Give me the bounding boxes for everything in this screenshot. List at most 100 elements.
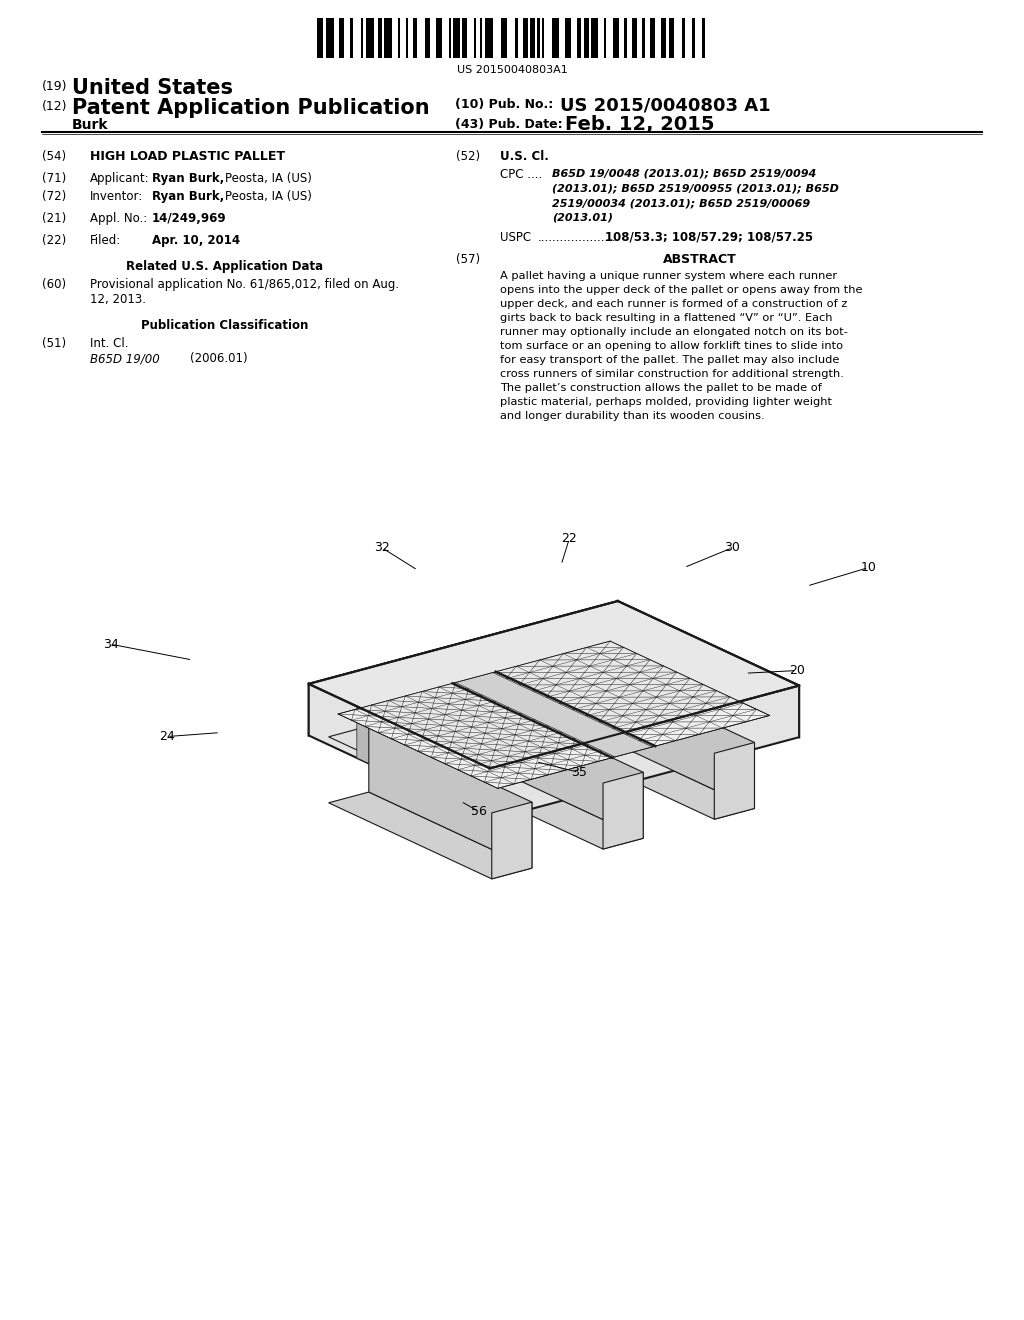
Text: HIGH LOAD PLASTIC PALLET: HIGH LOAD PLASTIC PALLET xyxy=(90,150,285,162)
Bar xyxy=(669,18,674,58)
Bar xyxy=(682,18,685,58)
Bar xyxy=(515,18,518,58)
Text: (54): (54) xyxy=(42,150,67,162)
Bar xyxy=(523,18,528,58)
Text: U.S. Cl.: U.S. Cl. xyxy=(500,150,549,162)
Bar xyxy=(650,18,655,58)
Text: Inventor:: Inventor: xyxy=(90,190,143,203)
Polygon shape xyxy=(492,803,531,879)
Bar xyxy=(350,18,353,58)
Text: USPC: USPC xyxy=(500,231,531,244)
Polygon shape xyxy=(338,642,770,788)
Text: 30: 30 xyxy=(724,541,740,554)
Polygon shape xyxy=(369,726,531,869)
Text: CPC ....: CPC .... xyxy=(500,168,543,181)
Text: (2013.01); B65D 2519/00955 (2013.01); B65D: (2013.01); B65D 2519/00955 (2013.01); B6… xyxy=(552,183,839,193)
Polygon shape xyxy=(309,684,490,820)
Text: cross runners of similar construction for additional strength.: cross runners of similar construction fo… xyxy=(500,370,844,379)
Text: and longer durability than its wooden cousins.: and longer durability than its wooden co… xyxy=(500,411,765,421)
Text: 34: 34 xyxy=(102,638,119,651)
Bar xyxy=(462,18,467,58)
Text: 10: 10 xyxy=(860,561,877,574)
Bar xyxy=(398,18,400,58)
Text: 56: 56 xyxy=(471,805,487,818)
Bar xyxy=(537,18,540,58)
Text: 14/249,969: 14/249,969 xyxy=(152,213,226,224)
Polygon shape xyxy=(329,726,531,813)
Bar xyxy=(530,18,535,58)
Text: ABSTRACT: ABSTRACT xyxy=(664,253,737,267)
Text: (22): (22) xyxy=(42,234,67,247)
Bar xyxy=(436,18,442,58)
Bar xyxy=(501,18,507,58)
Text: runner may optionally include an elongated notch on its bot-: runner may optionally include an elongat… xyxy=(500,327,848,337)
Bar xyxy=(542,18,544,58)
Bar xyxy=(413,18,417,58)
Polygon shape xyxy=(440,696,643,783)
Bar xyxy=(642,18,645,58)
Text: Related U.S. Application Data: Related U.S. Application Data xyxy=(126,260,324,273)
Bar xyxy=(552,18,559,58)
Polygon shape xyxy=(309,601,617,735)
Text: The pallet’s construction allows the pallet to be made of: The pallet’s construction allows the pal… xyxy=(500,383,822,393)
Text: 108/53.3; 108/57.29; 108/57.25: 108/53.3; 108/57.29; 108/57.25 xyxy=(605,231,813,244)
Text: for easy transport of the pallet. The pallet may also include: for easy transport of the pallet. The pa… xyxy=(500,355,840,366)
Bar xyxy=(565,18,571,58)
Text: 24: 24 xyxy=(159,730,175,743)
Polygon shape xyxy=(551,667,755,754)
Bar xyxy=(384,18,392,58)
Text: Int. Cl.: Int. Cl. xyxy=(90,337,128,350)
Text: Ryan Burk,: Ryan Burk, xyxy=(152,190,224,203)
Text: 35: 35 xyxy=(570,766,587,779)
Bar xyxy=(485,18,493,58)
Bar xyxy=(425,18,430,58)
Text: (71): (71) xyxy=(42,172,67,185)
Polygon shape xyxy=(480,696,643,838)
Bar xyxy=(577,18,581,58)
Text: A pallet having a unique runner system where each runner: A pallet having a unique runner system w… xyxy=(500,271,838,281)
Bar xyxy=(632,18,637,58)
Text: 2519/00034 (2013.01); B65D 2519/00069: 2519/00034 (2013.01); B65D 2519/00069 xyxy=(552,198,810,209)
Polygon shape xyxy=(440,762,643,849)
Polygon shape xyxy=(329,792,531,879)
Bar xyxy=(613,18,618,58)
Bar xyxy=(406,18,408,58)
Text: 32: 32 xyxy=(374,541,390,554)
Text: (2013.01): (2013.01) xyxy=(552,213,613,223)
Bar xyxy=(474,18,476,58)
Bar xyxy=(692,18,695,58)
Text: tom surface or an opening to allow forklift tines to slide into: tom surface or an opening to allow forkl… xyxy=(500,341,843,351)
Text: opens into the upper deck of the pallet or opens away from the: opens into the upper deck of the pallet … xyxy=(500,285,862,294)
Polygon shape xyxy=(456,673,652,756)
Text: Publication Classification: Publication Classification xyxy=(141,319,308,333)
Text: .....................: ..................... xyxy=(538,231,616,244)
Text: Peosta, IA (US): Peosta, IA (US) xyxy=(225,172,312,185)
Text: (51): (51) xyxy=(42,337,67,350)
Text: Peosta, IA (US): Peosta, IA (US) xyxy=(225,190,312,203)
Text: Appl. No.:: Appl. No.: xyxy=(90,213,147,224)
Polygon shape xyxy=(309,601,799,768)
Bar xyxy=(317,18,323,58)
Bar xyxy=(449,18,451,58)
Text: United States: United States xyxy=(72,78,233,98)
Bar xyxy=(361,18,362,58)
Text: (10) Pub. No.:: (10) Pub. No.: xyxy=(455,98,553,111)
Text: Burk: Burk xyxy=(72,117,109,132)
Text: Applicant:: Applicant: xyxy=(90,172,150,185)
Text: Provisional application No. 61/865,012, filed on Aug.: Provisional application No. 61/865,012, … xyxy=(90,279,399,290)
Text: (12): (12) xyxy=(42,100,68,114)
Bar xyxy=(702,18,705,58)
Text: (52): (52) xyxy=(456,150,480,162)
Bar xyxy=(453,18,460,58)
Text: B65D 19/0048 (2013.01); B65D 2519/0094: B65D 19/0048 (2013.01); B65D 2519/0094 xyxy=(552,168,816,178)
Text: B65D 19/00: B65D 19/00 xyxy=(90,352,160,366)
Text: (21): (21) xyxy=(42,213,67,224)
Bar xyxy=(604,18,606,58)
Text: girts back to back resulting in a flattened “V” or “U”. Each: girts back to back resulting in a flatte… xyxy=(500,313,833,323)
Polygon shape xyxy=(603,772,643,849)
Text: Filed:: Filed: xyxy=(90,234,121,247)
Text: Ryan Burk,: Ryan Burk, xyxy=(152,172,224,185)
Polygon shape xyxy=(617,601,799,737)
Text: (72): (72) xyxy=(42,190,67,203)
Text: US 2015/0040803 A1: US 2015/0040803 A1 xyxy=(560,96,771,114)
